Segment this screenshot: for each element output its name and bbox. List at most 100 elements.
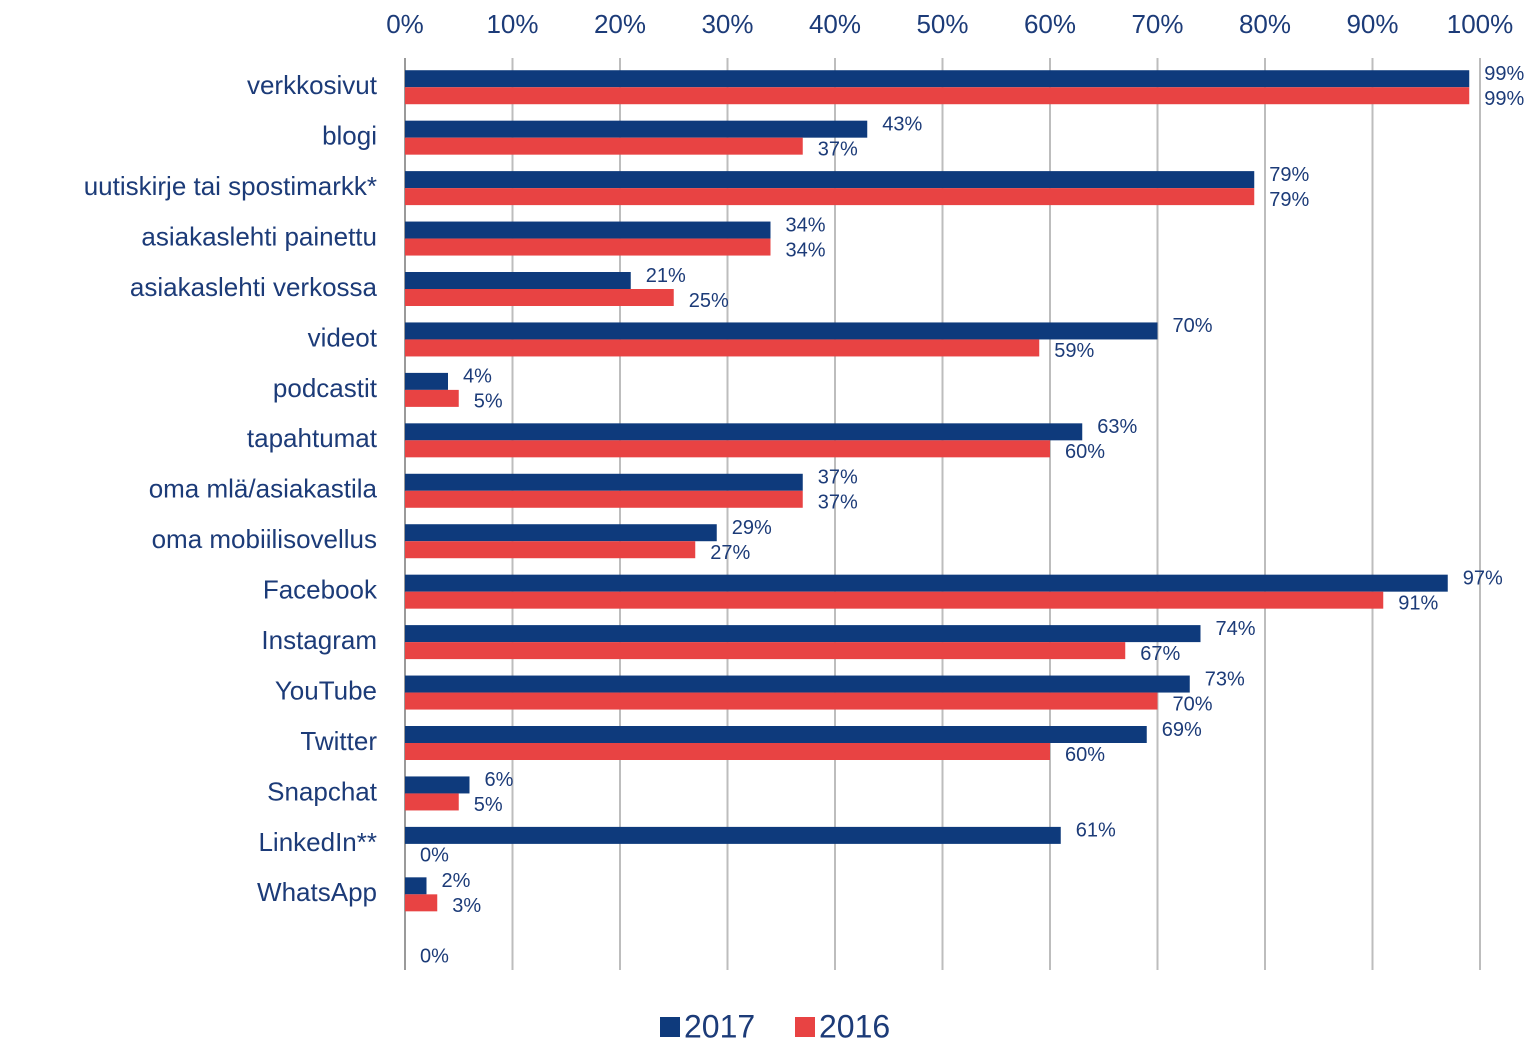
value-label: 70% xyxy=(1173,693,1213,715)
value-label: 0% xyxy=(420,845,449,867)
bar xyxy=(405,389,459,407)
x-tick-label: 40% xyxy=(809,9,861,39)
value-label: 69% xyxy=(1162,719,1202,741)
category-label: YouTube xyxy=(275,675,377,705)
category-label: uutiskirje tai spostimarkk* xyxy=(84,171,377,201)
bar xyxy=(405,70,1470,88)
value-label: 21% xyxy=(646,265,686,287)
value-label: 60% xyxy=(1065,744,1105,766)
legend-label: 2017 xyxy=(684,1008,755,1044)
category-label: Facebook xyxy=(263,575,378,605)
bar xyxy=(405,440,1050,458)
x-tick-label: 0% xyxy=(386,9,424,39)
value-label: 2% xyxy=(442,870,471,892)
bar xyxy=(405,642,1126,660)
value-label: 67% xyxy=(1140,643,1180,665)
category-label: asiakaslehti verkossa xyxy=(130,272,378,302)
category-label: tapahtumat xyxy=(247,423,378,453)
bar xyxy=(405,289,674,306)
bar xyxy=(405,591,1384,609)
bar xyxy=(405,137,803,155)
legend-swatch xyxy=(660,1017,680,1037)
bar xyxy=(405,894,438,912)
category-label: WhatsApp xyxy=(257,877,377,907)
value-label: 60% xyxy=(1065,441,1105,463)
x-tick-label: 70% xyxy=(1131,9,1183,39)
value-label: 74% xyxy=(1216,618,1256,640)
value-label: 3% xyxy=(452,895,481,917)
bar xyxy=(405,221,771,239)
value-label: 43% xyxy=(882,113,922,135)
value-label: 5% xyxy=(474,391,503,413)
category-label: asiakaslehti painettu xyxy=(141,221,377,251)
bar xyxy=(405,423,1083,441)
bar xyxy=(405,238,771,256)
value-label: 37% xyxy=(818,467,858,489)
bar xyxy=(405,473,803,491)
bar xyxy=(405,490,803,508)
x-tick-label: 60% xyxy=(1024,9,1076,39)
value-label: 91% xyxy=(1398,592,1438,614)
value-label: 34% xyxy=(786,239,826,261)
x-tick-label: 10% xyxy=(486,9,538,39)
bar xyxy=(405,322,1158,340)
category-label: Twitter xyxy=(300,726,377,756)
bar xyxy=(405,625,1201,643)
value-label: 25% xyxy=(689,290,729,312)
bar xyxy=(405,272,631,289)
category-label: videot xyxy=(308,322,378,352)
bar xyxy=(405,372,448,390)
bar xyxy=(405,692,1158,710)
value-label: 99% xyxy=(1484,63,1524,85)
bar xyxy=(405,87,1470,105)
category-label: podcastit xyxy=(273,373,378,403)
category-label: Snapchat xyxy=(267,776,378,806)
value-label: 79% xyxy=(1269,164,1309,186)
bar xyxy=(405,524,717,542)
category-label: blogi xyxy=(322,121,377,151)
bar xyxy=(405,776,470,794)
value-label: 4% xyxy=(463,366,492,388)
bar xyxy=(405,188,1255,206)
x-tick-label: 20% xyxy=(594,9,646,39)
bar xyxy=(405,541,696,559)
bar xyxy=(405,574,1448,592)
value-label: 99% xyxy=(1484,88,1524,110)
value-label: 37% xyxy=(818,138,858,160)
bar xyxy=(405,120,868,138)
x-tick-label: 100% xyxy=(1447,9,1514,39)
bar xyxy=(405,743,1050,760)
bar xyxy=(405,675,1190,693)
legend-label: 2016 xyxy=(819,1008,890,1044)
value-label: 37% xyxy=(818,492,858,514)
bar xyxy=(405,793,459,811)
category-label: Instagram xyxy=(261,625,377,655)
bar xyxy=(405,826,1061,844)
x-tick-label: 30% xyxy=(701,9,753,39)
value-label: 27% xyxy=(710,542,750,564)
value-label: 70% xyxy=(1173,315,1213,337)
bar xyxy=(405,171,1255,189)
value-label: 6% xyxy=(485,769,514,791)
bar xyxy=(405,877,427,895)
bar xyxy=(405,726,1147,743)
value-label: 73% xyxy=(1205,668,1245,690)
x-tick-label: 80% xyxy=(1239,9,1291,39)
legend-swatch xyxy=(795,1017,815,1037)
value-label: 63% xyxy=(1097,416,1137,438)
category-label: oma mobiilisovellus xyxy=(152,524,377,554)
value-label: 0% xyxy=(420,946,449,968)
value-label: 97% xyxy=(1463,567,1503,589)
value-label: 59% xyxy=(1054,340,1094,362)
category-label: LinkedIn** xyxy=(258,827,377,857)
x-tick-label: 50% xyxy=(916,9,968,39)
category-label: verkkosivut xyxy=(247,70,378,100)
category-label: oma mlä/asiakastila xyxy=(149,474,378,504)
value-label: 5% xyxy=(474,794,503,816)
value-label: 34% xyxy=(786,214,826,236)
value-label: 29% xyxy=(732,517,772,539)
bar xyxy=(405,339,1040,357)
value-label: 61% xyxy=(1076,820,1116,842)
x-tick-label: 90% xyxy=(1346,9,1398,39)
